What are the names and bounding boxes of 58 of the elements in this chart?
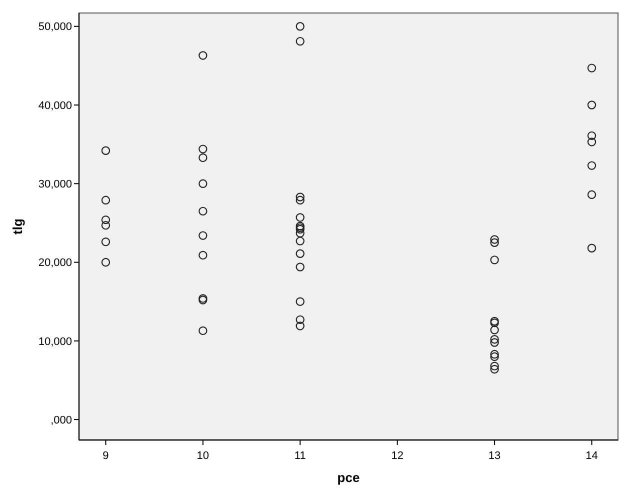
point (101, 258, 110, 267)
point (198, 144, 208, 154)
x-tick-label: 10 (196, 450, 210, 462)
point (587, 100, 596, 110)
point (198, 179, 208, 188)
point (296, 236, 304, 246)
y-tick-label: 10,000 (38, 336, 72, 348)
point (490, 256, 499, 264)
point (198, 153, 208, 162)
point (296, 228, 304, 238)
x-tick-label: 14 (586, 450, 598, 462)
point (587, 190, 596, 199)
point (296, 213, 304, 222)
point (490, 326, 499, 334)
point (198, 51, 208, 60)
point (296, 249, 304, 258)
point (490, 364, 499, 374)
point (296, 322, 304, 330)
point (296, 315, 304, 324)
x-axis-title: pce (337, 470, 360, 485)
point (296, 22, 304, 31)
y-tick-label: 40,000 (38, 100, 72, 112)
point (490, 350, 499, 359)
point (587, 138, 596, 146)
point (296, 262, 304, 272)
point (490, 334, 499, 344)
point (198, 206, 208, 216)
point (296, 222, 304, 230)
point (296, 196, 304, 205)
point (198, 326, 208, 336)
point (587, 131, 596, 140)
y-tick-label: 30,000 (38, 178, 72, 190)
point (296, 192, 304, 202)
y-tick-label: ,000 (50, 414, 72, 426)
point (490, 352, 499, 361)
point (296, 297, 304, 306)
x-tick-label: 12 (391, 450, 404, 462)
point (198, 231, 208, 240)
y-axis-title: tlg (10, 218, 25, 234)
point (587, 161, 596, 170)
x-tick-label: 11 (294, 450, 306, 462)
point (587, 244, 596, 252)
y-tick-label: 50,000 (38, 21, 72, 34)
point (101, 220, 110, 230)
point (490, 362, 499, 370)
point (101, 146, 110, 155)
point (101, 237, 110, 246)
point (101, 196, 110, 205)
point (490, 235, 499, 244)
point (490, 238, 499, 247)
point (296, 36, 304, 46)
y-tick-label: 20,000 (38, 257, 72, 270)
x-tick-label: 9 (102, 450, 109, 462)
x-tick-label: 13 (488, 450, 501, 462)
point (198, 250, 208, 260)
point (587, 64, 596, 72)
point (490, 338, 499, 347)
point (101, 215, 110, 224)
